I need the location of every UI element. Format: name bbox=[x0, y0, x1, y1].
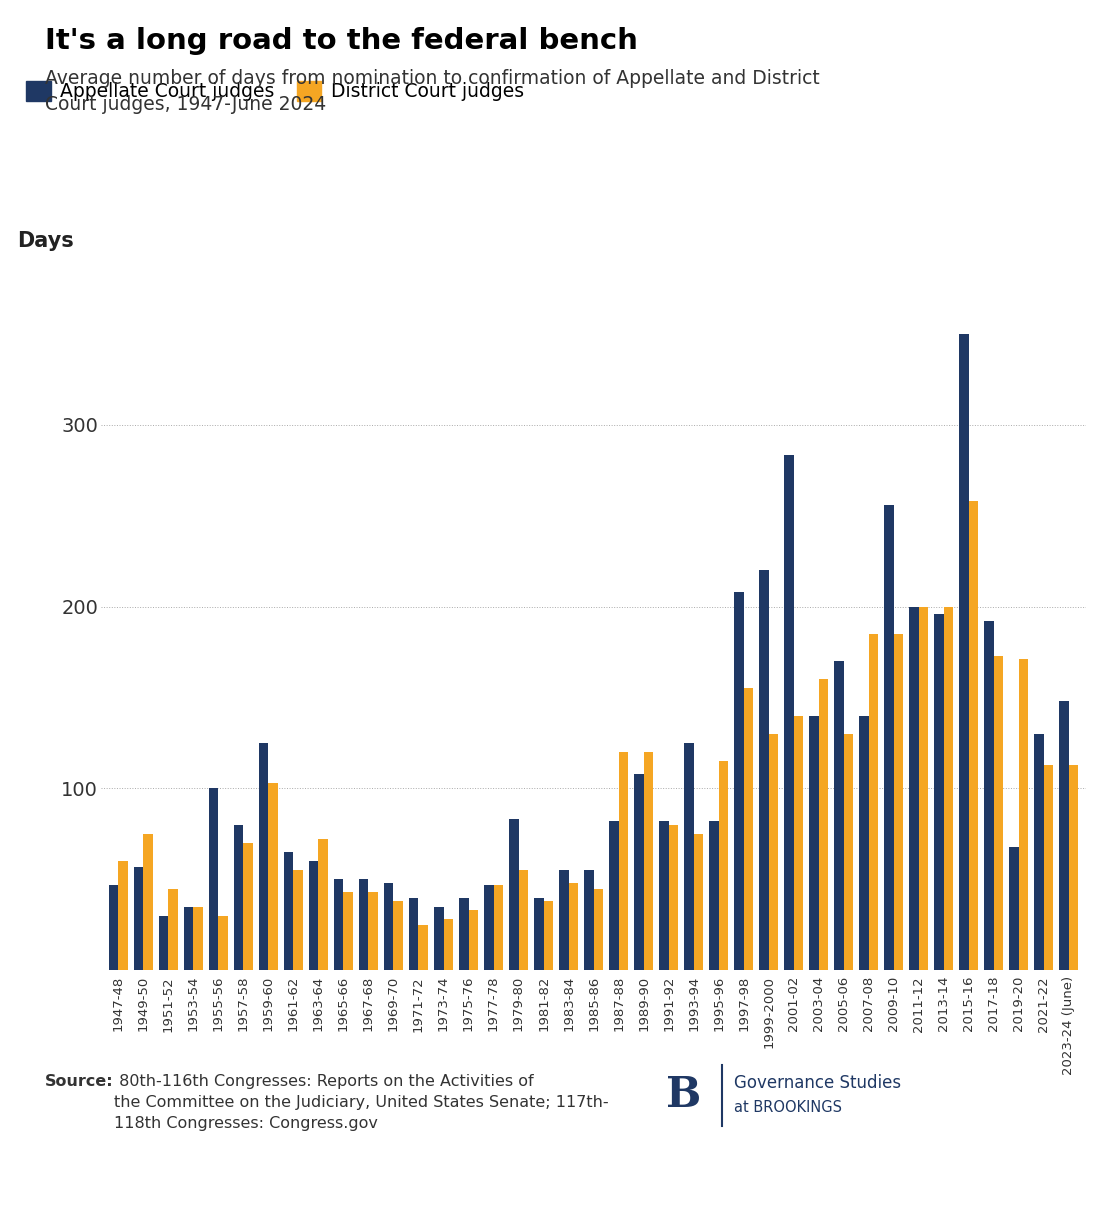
Bar bbox=[444, 919, 452, 970]
Bar bbox=[143, 835, 152, 970]
Bar bbox=[684, 742, 693, 970]
Bar bbox=[510, 820, 519, 970]
Bar bbox=[409, 898, 419, 970]
Bar bbox=[993, 655, 1004, 970]
Text: Days: Days bbox=[17, 230, 74, 251]
Text: Source:: Source: bbox=[45, 1074, 113, 1088]
Bar bbox=[243, 843, 253, 970]
Bar bbox=[885, 505, 894, 970]
Bar bbox=[318, 839, 328, 970]
Bar bbox=[784, 455, 794, 970]
Bar bbox=[435, 907, 444, 970]
Bar bbox=[918, 606, 928, 970]
Bar bbox=[894, 633, 904, 970]
Bar bbox=[119, 861, 128, 970]
Bar bbox=[934, 614, 944, 970]
Bar bbox=[384, 883, 393, 970]
Bar bbox=[1060, 701, 1068, 970]
Bar bbox=[194, 907, 203, 970]
Bar bbox=[834, 661, 843, 970]
Bar bbox=[109, 885, 119, 970]
Bar bbox=[133, 866, 143, 970]
Bar bbox=[218, 916, 227, 970]
Bar bbox=[759, 570, 768, 970]
Bar bbox=[735, 592, 744, 970]
Bar bbox=[960, 334, 969, 970]
Bar bbox=[909, 606, 918, 970]
Bar bbox=[569, 883, 578, 970]
Bar bbox=[269, 784, 278, 970]
Bar bbox=[1068, 764, 1079, 970]
Bar bbox=[644, 752, 653, 970]
Bar bbox=[494, 885, 503, 970]
Bar bbox=[819, 679, 829, 970]
Bar bbox=[810, 716, 819, 970]
Bar bbox=[208, 788, 218, 970]
Bar bbox=[259, 742, 269, 970]
Bar bbox=[984, 621, 993, 970]
Bar bbox=[660, 821, 669, 970]
Text: It's a long road to the federal bench: It's a long road to the federal bench bbox=[45, 27, 637, 55]
Bar bbox=[634, 774, 644, 970]
Bar bbox=[519, 871, 528, 970]
Bar bbox=[609, 821, 618, 970]
Bar bbox=[944, 606, 953, 970]
Bar bbox=[368, 893, 377, 970]
Bar bbox=[1044, 764, 1054, 970]
Bar bbox=[484, 885, 494, 970]
Bar bbox=[859, 716, 869, 970]
Bar bbox=[344, 893, 353, 970]
Bar bbox=[693, 835, 703, 970]
Bar bbox=[794, 716, 803, 970]
Bar bbox=[744, 689, 753, 970]
Bar bbox=[543, 901, 553, 970]
Bar bbox=[618, 752, 628, 970]
Bar bbox=[669, 825, 678, 970]
Legend: Appellate Court judges, District Court judges: Appellate Court judges, District Court j… bbox=[27, 81, 524, 102]
Bar bbox=[334, 879, 344, 970]
Bar bbox=[1009, 847, 1019, 970]
Bar bbox=[594, 888, 603, 970]
Bar bbox=[184, 907, 194, 970]
Bar bbox=[468, 910, 478, 970]
Bar bbox=[358, 879, 368, 970]
Bar bbox=[585, 871, 594, 970]
Text: B: B bbox=[666, 1074, 701, 1116]
Bar bbox=[283, 852, 293, 970]
Bar bbox=[768, 734, 778, 970]
Bar bbox=[159, 916, 168, 970]
Bar bbox=[293, 871, 302, 970]
Bar bbox=[559, 871, 569, 970]
Bar bbox=[719, 762, 728, 970]
Bar bbox=[459, 898, 468, 970]
Bar bbox=[709, 821, 719, 970]
Bar bbox=[234, 825, 243, 970]
Text: Average number of days from nomination to confirmation of Appellate and District: Average number of days from nomination t… bbox=[45, 69, 820, 114]
Bar bbox=[309, 861, 318, 970]
Bar bbox=[1035, 734, 1044, 970]
Bar bbox=[419, 924, 428, 970]
Bar bbox=[843, 734, 853, 970]
Bar bbox=[168, 888, 178, 970]
Bar bbox=[393, 901, 403, 970]
Bar bbox=[969, 501, 979, 970]
Bar bbox=[534, 898, 543, 970]
Bar bbox=[869, 633, 878, 970]
Text: 80th-116th Congresses: Reports on the Activities of
the Committee on the Judicia: 80th-116th Congresses: Reports on the Ac… bbox=[114, 1074, 609, 1131]
Text: at BROOKINGS: at BROOKINGS bbox=[734, 1100, 841, 1115]
Text: Governance Studies: Governance Studies bbox=[734, 1074, 900, 1092]
Bar bbox=[1019, 660, 1028, 970]
